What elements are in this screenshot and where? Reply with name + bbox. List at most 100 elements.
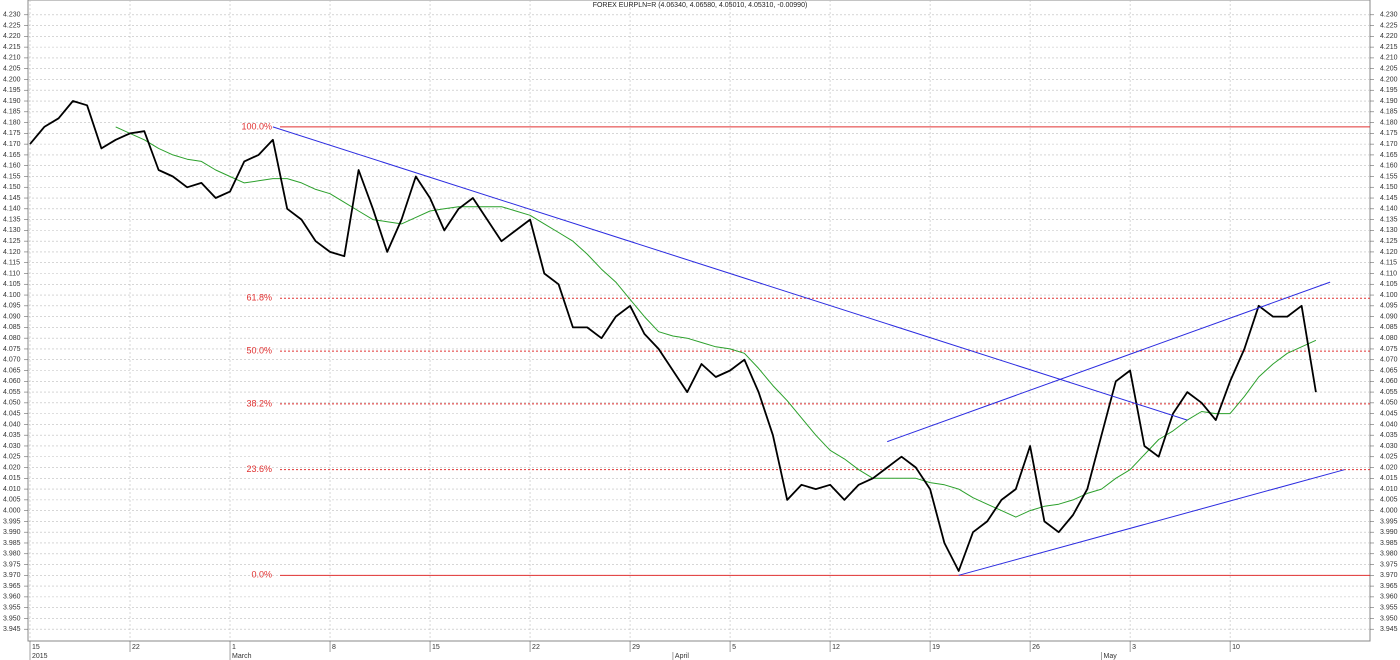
x-tick-label: 1 [232,644,236,651]
y-tick-label: 4.095 [1380,303,1398,310]
y-tick-label: 4.225 [1380,22,1398,29]
x-tick-label: 12 [832,644,840,651]
y-tick-label: 4.125 [1380,238,1398,245]
fib-label: 61.8% [246,293,272,303]
y-tick-label: 4.155 [1380,173,1398,180]
y-tick-label: 4.120 [1380,249,1398,256]
y-tick-label: 4.185 [3,109,21,116]
y-tick-label: 4.005 [3,497,21,504]
trendline [958,469,1345,576]
chart-title: FOREX EURPLN=R (4.06340, 4.06580, 4.0501… [593,2,808,9]
y-tick-label: 4.190 [1380,98,1398,105]
y-tick-label: 4.130 [3,227,21,234]
y-tick-label: 4.210 [1380,55,1398,62]
price-line [29,100,1317,572]
y-tick-label: 4.140 [3,206,21,213]
y-tick-label: 3.980 [1380,551,1398,558]
y-tick-label: 3.945 [1380,626,1398,633]
y-tick-label: 4.145 [3,195,21,202]
y-tick-label: 4.170 [3,141,21,148]
y-tick-label: 4.025 [1380,454,1398,461]
x-tick-label: 8 [332,644,336,651]
fib-label: 38.2% [246,398,272,408]
y-tick-label: 3.995 [3,518,21,525]
y-tick-label: 4.090 [3,313,21,320]
y-tick-label: 4.000 [1380,507,1398,514]
y-tick-label: 4.050 [3,400,21,407]
y-tick-label: 4.070 [3,357,21,364]
y-tick-label: 4.175 [1380,130,1398,137]
y-tick-label: 4.200 [1380,76,1398,83]
y-tick-label: 4.200 [3,76,21,83]
y-tick-label: 4.080 [1380,335,1398,342]
y-tick-label: 3.975 [1380,561,1398,568]
y-tick-label: 3.985 [1380,540,1398,547]
y-tick-label: 4.015 [1380,475,1398,482]
y-tick-label: 4.030 [1380,443,1398,450]
y-tick-label: 4.220 [3,33,21,40]
y-tick-label: 4.195 [3,87,21,94]
trendline [887,281,1331,443]
fib-label: 100.0% [241,121,272,131]
y-tick-label: 4.030 [3,443,21,450]
fib-label: 0.0% [251,570,272,580]
x-tick-label: 10 [1232,644,1240,651]
y-tick-label: 3.955 [3,605,21,612]
y-tick-label: 4.080 [3,335,21,342]
y-tick-label: 4.120 [3,249,21,256]
y-tick-label: 3.970 [3,572,21,579]
y-tick-label: 4.090 [1380,313,1398,320]
y-tick-label: 4.075 [1380,346,1398,353]
fib-label: 50.0% [246,345,272,355]
y-tick-label: 4.205 [3,66,21,73]
y-tick-label: 3.965 [1380,583,1398,590]
plot-frame [27,0,1371,642]
y-tick-label: 4.115 [1380,260,1397,267]
x-tick-label: 3 [1132,644,1136,651]
y-tick-label: 4.085 [3,324,21,331]
y-tick-label: 3.995 [1380,518,1398,525]
y-tick-label: 4.100 [3,292,21,299]
y-tick-label: 3.985 [3,540,21,547]
y-tick-label: 4.215 [1380,44,1398,51]
y-tick-label: 4.100 [1380,292,1398,299]
y-tick-label: 4.060 [1380,378,1398,385]
y-tick-label: 3.950 [1380,615,1398,622]
y-tick-label: 3.990 [1380,529,1398,536]
y-tick-label: 4.130 [1380,227,1398,234]
y-tick-label: 4.210 [3,55,21,62]
y-tick-label: 3.970 [1380,572,1398,579]
y-tick-label: 4.160 [1380,163,1398,170]
x-tick-label: 19 [932,644,940,651]
y-tick-label: 4.230 [1380,12,1398,19]
moving-average-line [115,126,1317,518]
x-tick-label: 15 [32,644,40,651]
y-tick-label: 4.070 [1380,357,1398,364]
fib-label: 23.6% [246,464,272,474]
y-tick-label: 4.045 [3,410,21,417]
y-tick-label: 4.065 [3,367,21,374]
y-tick-label: 4.055 [1380,389,1398,396]
y-tick-label: 4.215 [3,44,21,51]
y-tick-label: 4.170 [1380,141,1398,148]
y-tick-label: 4.125 [3,238,21,245]
x-tick-label: 26 [1032,644,1040,651]
y-tick-label: 4.225 [3,22,21,29]
y-tick-label: 4.135 [1380,216,1398,223]
y-tick-label: 4.115 [3,260,20,267]
y-tick-label: 4.155 [3,173,21,180]
y-tick-label: 4.180 [3,119,21,126]
y-tick-label: 4.050 [1380,400,1398,407]
x-tick-label: 15 [432,644,440,651]
y-tick-label: 3.980 [3,551,21,558]
y-tick-label: 4.000 [3,507,21,514]
y-tick-label: 4.035 [3,432,21,439]
marks [29,100,1370,576]
y-tick-label: 4.085 [1380,324,1398,331]
y-tick-label: 4.015 [3,475,21,482]
month-label: 2015 [32,653,48,660]
y-tick-label: 4.075 [3,346,21,353]
y-tick-label: 4.010 [3,486,21,493]
y-tick-label: 4.025 [3,454,21,461]
